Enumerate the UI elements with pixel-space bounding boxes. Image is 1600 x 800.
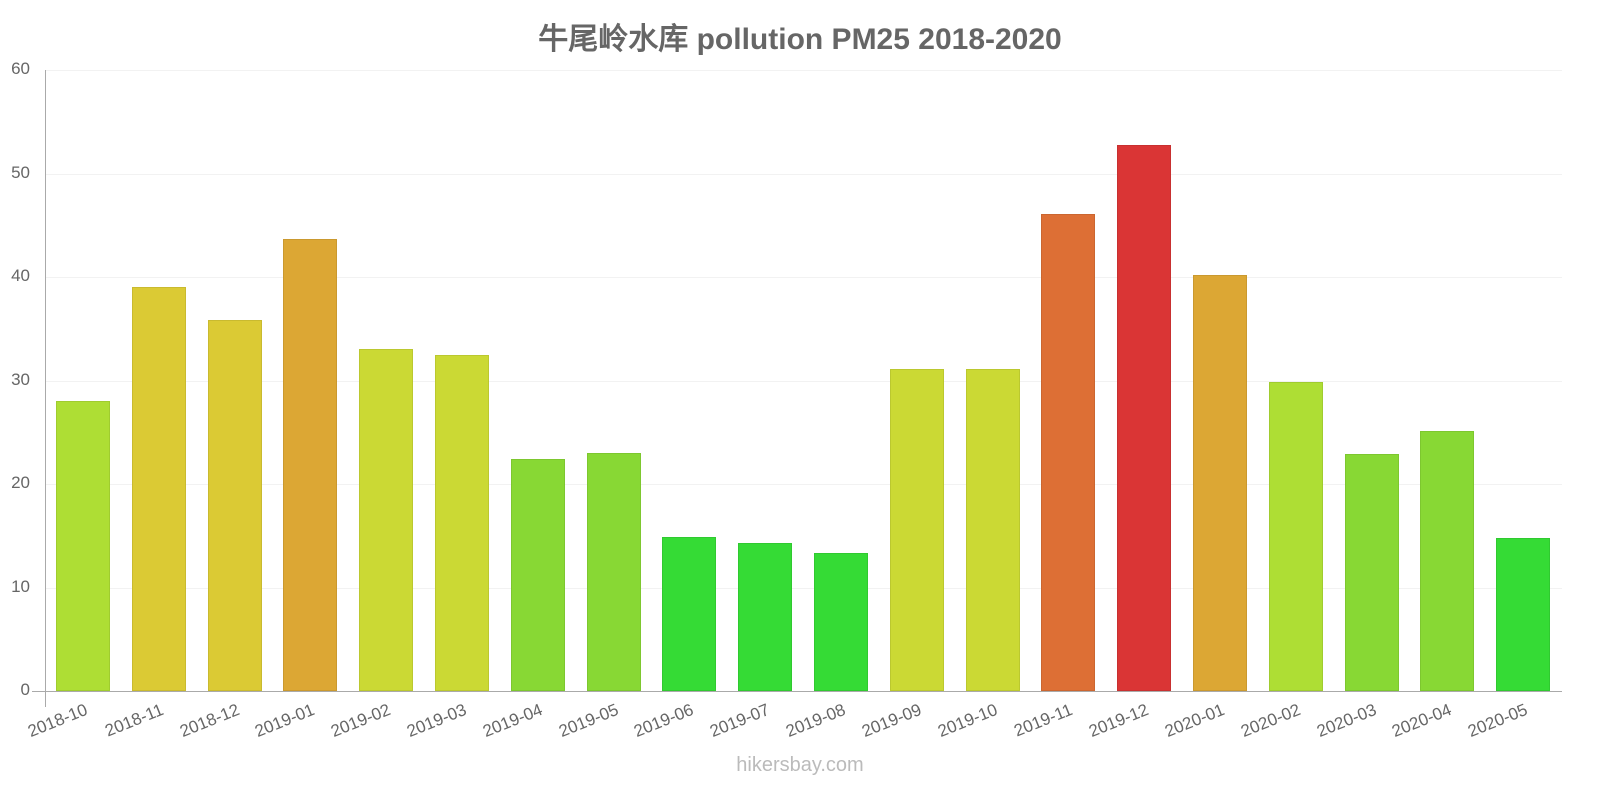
bar-2019-08[interactable] (814, 553, 868, 691)
x-tick-label: 2019-08 (783, 700, 849, 741)
y-tick-label: 50 (11, 162, 30, 182)
x-tick-label: 2020-03 (1313, 700, 1379, 741)
y-tick-label: 60 (11, 59, 30, 78)
bar-2019-02[interactable] (359, 349, 414, 691)
bar-2019-07[interactable] (738, 543, 793, 691)
y-tick-label: 40 (11, 266, 30, 285)
x-tick-label: 2018-11 (102, 700, 166, 741)
bar-2019-05[interactable] (586, 452, 641, 691)
x-tick-label: 2019-09 (858, 700, 924, 741)
gridline (46, 70, 1562, 71)
bar-2020-05[interactable] (1496, 537, 1551, 691)
gridline (46, 587, 1562, 589)
bar-2019-11[interactable] (1041, 213, 1096, 691)
bar-2019-03[interactable] (435, 354, 489, 691)
gridline (46, 380, 1562, 382)
bar-2020-01[interactable] (1193, 274, 1247, 691)
watermark: hikersbay.com (736, 754, 864, 776)
x-tick-label: 2019-05 (555, 700, 621, 741)
x-tick-label: 2020-02 (1237, 700, 1303, 741)
bar-2019-01[interactable] (283, 238, 338, 691)
x-tick-label: 2019-03 (404, 700, 470, 741)
bar-2019-09[interactable] (889, 369, 944, 691)
bar-2020-04[interactable] (1420, 431, 1475, 691)
x-tick-label: 2019-01 (252, 700, 318, 741)
x-tick-label: 2019-10 (934, 700, 1000, 741)
x-tick-label: 2019-12 (1086, 700, 1152, 741)
bar-2020-03[interactable] (1344, 454, 1399, 691)
x-tick-label: 2019-11 (1011, 700, 1076, 741)
x-tick-label: 2019-06 (631, 700, 697, 741)
bar-2019-06[interactable] (662, 536, 717, 691)
x-tick-label: 2020-01 (1162, 700, 1228, 741)
x-axis (32, 691, 1562, 692)
x-tick-label: 2018-10 (25, 700, 91, 741)
bar-2019-12[interactable] (1117, 144, 1172, 691)
plot-area (46, 70, 1562, 691)
gridline (46, 484, 1562, 485)
x-tick-label: 2019-04 (479, 700, 545, 741)
y-axis (45, 70, 46, 707)
gridline (46, 277, 1562, 278)
bar-2020-02[interactable] (1268, 381, 1323, 691)
gridline (46, 173, 1562, 175)
bar-2018-12[interactable] (207, 320, 262, 691)
bar-2018-11[interactable] (131, 287, 186, 691)
x-tick-label: 2018-12 (176, 700, 242, 741)
y-tick-label: 10 (11, 576, 30, 596)
x-tick-label: 2019-02 (328, 700, 394, 741)
bar-2019-10[interactable] (965, 369, 1020, 691)
x-tick-label: 2020-05 (1465, 700, 1531, 741)
x-tick-label: 2019-07 (707, 700, 773, 741)
y-tick-label: 20 (11, 473, 30, 492)
y-tick-label: 30 (11, 369, 30, 389)
bar-2019-04[interactable] (510, 459, 565, 691)
y-tick-label: 0 (20, 680, 30, 699)
bar-2018-10[interactable] (56, 401, 110, 691)
x-tick-label: 2020-04 (1389, 700, 1455, 741)
chart-title: 牛尾岭水库 pollution PM25 2018-2020 (538, 23, 1062, 56)
